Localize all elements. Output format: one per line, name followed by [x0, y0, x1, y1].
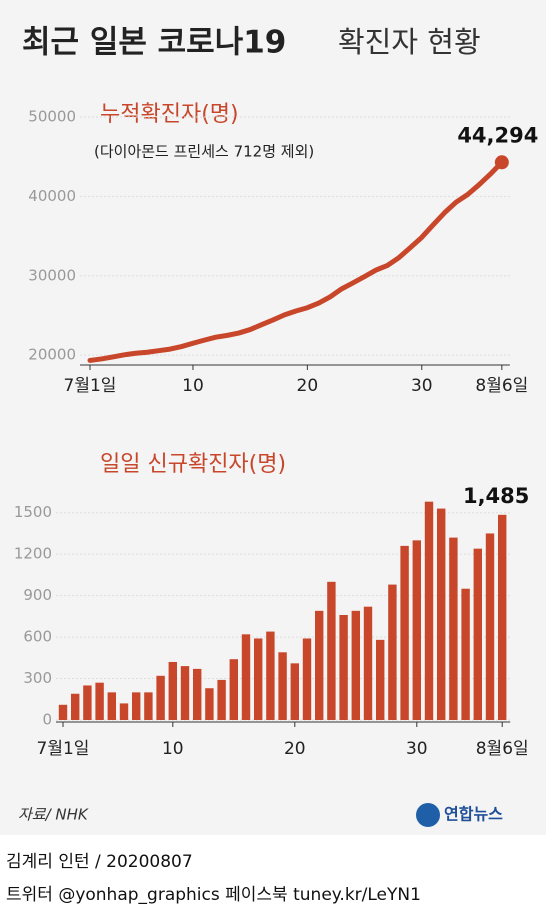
- bar: [119, 703, 129, 720]
- line: [87, 159, 505, 363]
- bar: [485, 533, 495, 720]
- x-tick-label: 8월6일: [476, 739, 529, 759]
- y-tick-label: 1500: [14, 503, 52, 521]
- x-tick-label: 20: [284, 739, 306, 759]
- value-label: 44,294: [457, 123, 538, 147]
- bar: [266, 631, 275, 720]
- bar: [168, 661, 177, 720]
- bar: [376, 639, 385, 720]
- bar: [229, 659, 238, 720]
- bar: [254, 638, 263, 720]
- source: 자료/ NHK: [18, 806, 89, 824]
- bar: [339, 614, 348, 720]
- bar: [449, 537, 458, 720]
- y-tick-label: 20000: [28, 346, 76, 364]
- x-tick-label: 20: [297, 376, 319, 396]
- chart-title: 누적확진자(명): [100, 102, 239, 127]
- y-tick-label: 40000: [28, 187, 76, 205]
- y-tick-label: 300: [23, 669, 52, 687]
- y-tick-label: 30000: [28, 266, 76, 284]
- logo: 연합뉴스: [444, 805, 503, 824]
- bar: [58, 704, 68, 720]
- bar: [71, 693, 80, 720]
- end-dot: [494, 155, 509, 170]
- bar: [473, 548, 482, 720]
- bar: [363, 606, 373, 720]
- bar: [351, 610, 360, 720]
- y-tick-label: 1200: [14, 545, 52, 563]
- bar: [388, 584, 397, 720]
- bar: [327, 581, 336, 720]
- bar: [278, 652, 287, 720]
- sns: 트위터 @yonhap_graphics 페이스북 tuney.kr/LeYN1: [6, 885, 421, 905]
- title-light: 확진자 현황: [338, 25, 481, 59]
- bar: [205, 688, 214, 720]
- bar: [180, 666, 190, 720]
- bar: [107, 692, 116, 720]
- title-bold: 최근 일본 코로나19: [22, 25, 286, 61]
- x-tick-label: 7월1일: [64, 376, 117, 396]
- bar: [290, 663, 299, 720]
- x-tick-label: 30: [411, 376, 433, 396]
- x-tick-label: 10: [182, 376, 204, 396]
- value-label: 1,485: [463, 484, 529, 508]
- x-tick-label: 8월6일: [475, 376, 528, 396]
- bar: [193, 668, 202, 720]
- bar: [83, 685, 92, 720]
- chart-subtitle: (다이아몬드 프린세스 712명 제외): [94, 143, 314, 161]
- bar: [437, 508, 446, 720]
- x-tick-label: 10: [162, 739, 184, 759]
- y-tick-label: 600: [23, 628, 52, 646]
- bar: [241, 634, 251, 720]
- x-tick-label: 30: [406, 739, 428, 759]
- chart-title: 일일 신규확진자(명): [100, 452, 286, 477]
- bar: [461, 588, 470, 720]
- bar: [217, 679, 226, 720]
- bar: [424, 501, 434, 720]
- x-tick-label: 7월1일: [37, 739, 90, 759]
- y-tick-label: 900: [23, 586, 52, 604]
- credit: 김계리 인턴 / 20200807: [6, 852, 193, 872]
- bar: [302, 638, 312, 720]
- bar: [95, 682, 104, 720]
- bar: [412, 540, 421, 720]
- bar: [315, 610, 324, 720]
- logo-icon: [416, 803, 440, 827]
- bar: [400, 545, 409, 720]
- bar: [498, 514, 507, 720]
- bar: [132, 692, 141, 720]
- bar: [156, 675, 165, 720]
- y-tick-label: 50000: [28, 108, 76, 126]
- bar: [144, 692, 153, 720]
- y-tick-label: 0: [42, 711, 52, 729]
